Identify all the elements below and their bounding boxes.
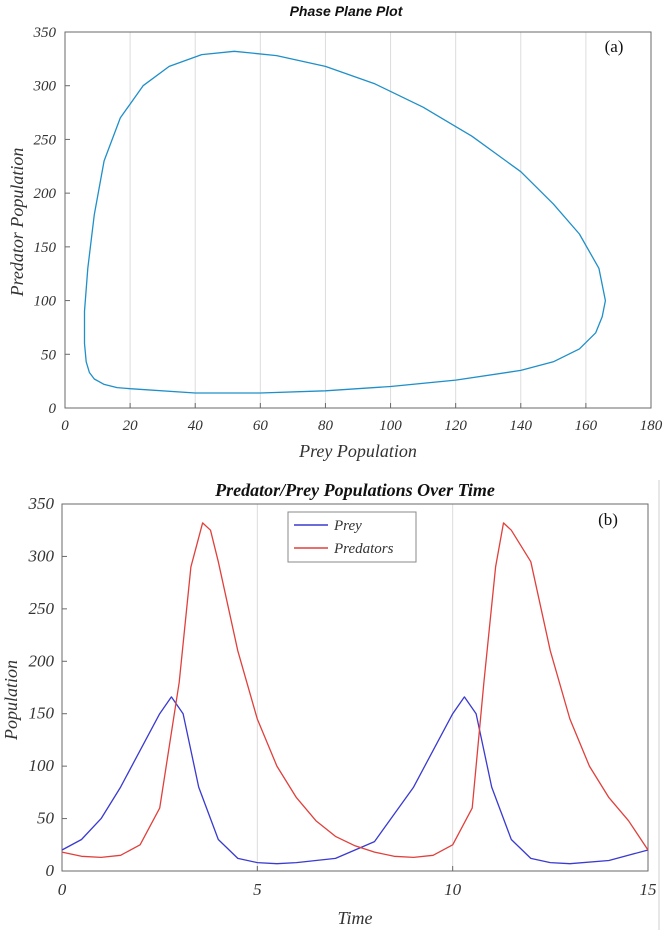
chart-b-y-tick-label: 350 [28, 494, 55, 513]
chart-a-x-tick-label: 60 [253, 418, 269, 434]
chart-a-x-tick-label: 100 [379, 418, 402, 434]
chart-a-y-tick-label: 0 [49, 401, 57, 417]
chart-b-series-line-predators [61, 522, 649, 859]
chart-b-y-tick-label: 200 [29, 651, 55, 670]
chart-b-y-tick-label: 0 [46, 861, 55, 880]
chart-a-x-tick-label: 180 [640, 418, 663, 434]
chart-b-x-tick-label: 5 [253, 880, 262, 899]
chart-b-gridlines [256, 504, 454, 871]
chart-b-series-line-prey [61, 696, 649, 865]
legend-label-predators: Predators [333, 541, 394, 557]
chart-a-x-tick-label: 20 [123, 418, 139, 434]
chart-b-y-tick-label: 100 [29, 756, 55, 775]
chart-b-panel-label: (b) [598, 510, 618, 529]
chart-b-x-tick-label: 15 [640, 880, 657, 899]
chart-a-x-tick-label: 140 [510, 418, 533, 434]
chart-b-x-tick-label: 10 [444, 880, 462, 899]
chart-a-x-tick-label: 80 [318, 418, 334, 434]
chart-b-y-tick-label: 50 [37, 809, 55, 828]
chart-b-y-axis-label: Population [1, 660, 21, 741]
chart-a-y-tick-label: 350 [33, 25, 57, 41]
chart-b-series [61, 522, 649, 865]
chart-a-y-tick-label: 200 [34, 186, 57, 202]
time-series-chart: Predator/Prey Populations Over Time 0 5 10… [1, 480, 660, 930]
chart-a-panel-label: (a) [605, 37, 624, 56]
legend-label-prey: Prey [333, 518, 362, 534]
phase-plane-chart: Phase Plane Plot 0 20 40 60 80 100 120 140 160 18… [7, 3, 663, 461]
chart-b-x-axis-label: Time [337, 908, 372, 928]
chart-b-legend: Prey Predators [287, 511, 417, 563]
chart-a-x-tick-label: 160 [575, 418, 598, 434]
chart-a-series-line-series-0 [83, 50, 607, 394]
chart-a-series [83, 50, 607, 394]
chart-a-x-tick-label: 0 [61, 418, 69, 434]
chart-a-y-tick-label: 50 [41, 347, 57, 363]
chart-a-y-axis-label: Predator Population [7, 148, 27, 298]
chart-a-plot-area [64, 31, 652, 409]
chart-b-plot-area [61, 503, 649, 872]
chart-a-y-tick-label: 250 [34, 132, 57, 148]
chart-a-gridlines [129, 32, 587, 408]
chart-b-y-tick-label: 150 [29, 704, 55, 723]
chart-b-x-tick-label: 0 [58, 880, 67, 899]
chart-a-y-tick-label: 300 [33, 79, 57, 95]
chart-a-x-tick-label: 40 [188, 418, 204, 434]
chart-b-title: Predator/Prey Populations Over Time [214, 480, 495, 500]
chart-a-title: Phase Plane Plot [290, 3, 404, 19]
chart-a-ticks: 0 20 40 60 80 100 120 140 160 180 0 50 100 150 200 250 3… [33, 25, 663, 434]
legend-box [287, 511, 417, 563]
chart-a-x-axis-label: Prey Population [298, 441, 417, 461]
chart-b-y-tick-label: 300 [28, 546, 55, 565]
chart-a-y-tick-label: 100 [34, 294, 57, 310]
chart-b-y-tick-label: 250 [29, 599, 55, 618]
chart-a-x-tick-label: 120 [444, 418, 467, 434]
chart-a-y-tick-label: 150 [34, 240, 57, 256]
